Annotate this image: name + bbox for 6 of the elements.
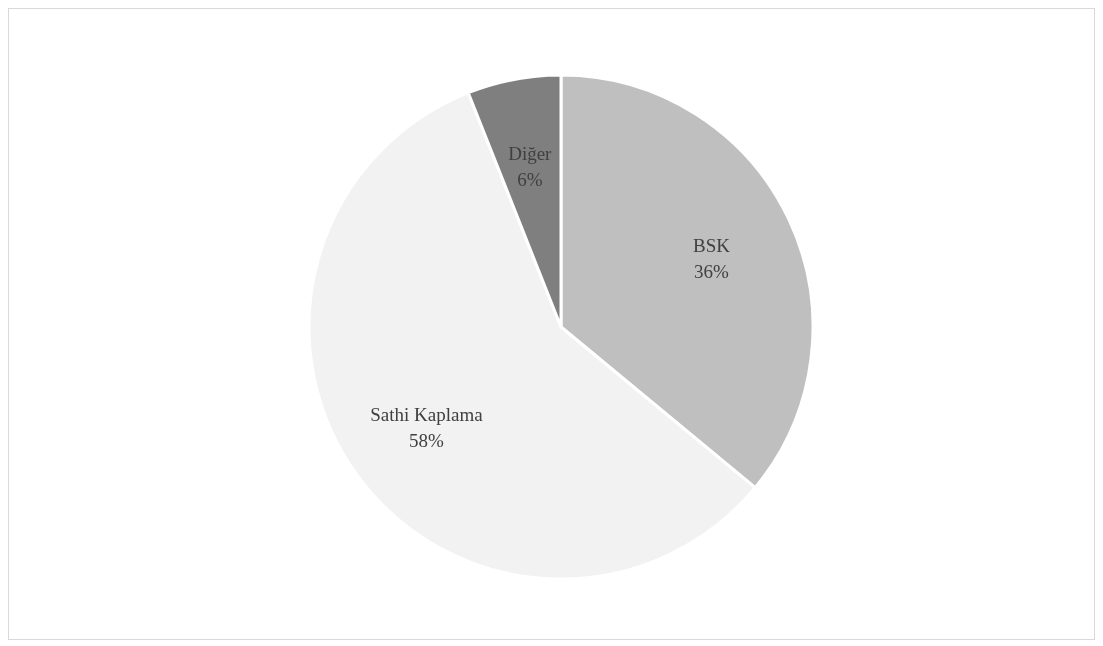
data-label: 58%: [409, 429, 445, 451]
data-label: 6%: [517, 168, 543, 190]
slice-label: BSK: [693, 235, 731, 257]
slice-label: Diğer: [508, 142, 553, 164]
data-label: 36%: [694, 261, 730, 283]
slice-label: Sathi Kaplama: [370, 403, 484, 425]
